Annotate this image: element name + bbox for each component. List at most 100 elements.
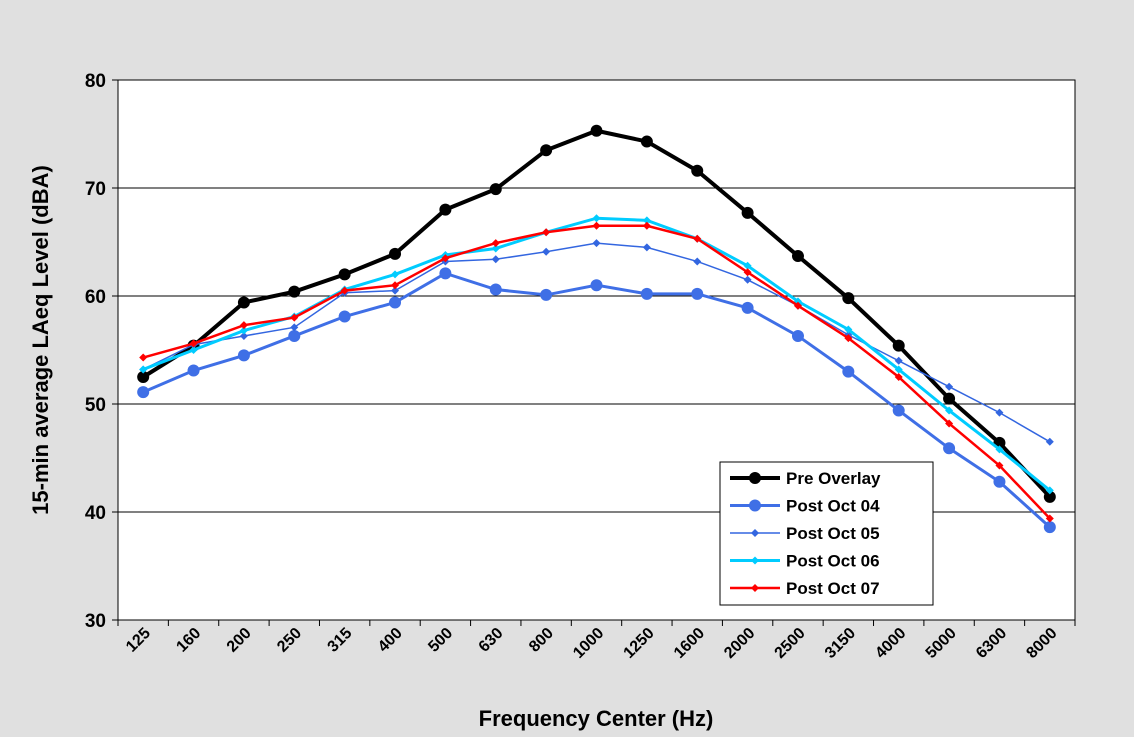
marker [894,365,903,374]
marker [189,346,198,354]
marker [844,334,853,343]
marker [338,268,351,281]
marker [389,247,402,260]
marker [391,270,400,279]
marker [491,255,500,264]
y-tick-label: 70 [85,179,106,200]
marker [640,135,653,148]
legend-label: Pre Overlay [786,469,881,488]
marker [743,275,752,284]
marker [290,323,299,332]
marker [793,301,802,310]
marker [340,286,349,295]
marker [640,287,653,300]
marker [489,283,502,296]
marker [642,216,651,225]
marker [691,287,704,300]
marker [237,296,250,309]
marker [943,442,956,455]
legend-label: Post Oct 04 [786,497,880,516]
marker [489,183,502,196]
marker [542,228,551,237]
marker [751,584,759,592]
marker [945,419,954,428]
marker [139,365,148,374]
y-tick-label: 30 [85,611,106,632]
marker [592,214,601,223]
series [139,221,1054,523]
marker [1045,514,1054,523]
marker [844,325,853,334]
marker [391,281,400,290]
marker [338,310,351,323]
marker [642,243,651,252]
marker [995,408,1004,417]
marker [491,239,500,248]
plot-border [117,79,1076,621]
marker [892,404,905,417]
legend-label: Post Oct 07 [786,579,880,598]
marker [995,461,1004,470]
marker [592,239,601,248]
marker [842,292,855,305]
marker [491,244,500,253]
marker [590,279,603,292]
marker [288,329,301,342]
marker [189,339,198,348]
marker [139,353,148,362]
legend-label: Post Oct 05 [786,524,880,543]
marker [542,247,551,256]
y-tick-label: 80 [85,71,106,92]
marker [749,472,761,484]
marker [290,313,299,322]
y-tick-label: 40 [85,503,106,524]
marker [592,221,601,230]
marker [288,285,301,298]
marker [751,529,759,537]
marker [743,268,752,277]
y-tick-label: 50 [85,395,106,416]
marker [943,392,956,405]
series [137,267,1056,534]
marker [945,382,954,391]
marker [693,257,702,266]
x-axis-title: Frequency Center (Hz) [479,706,714,731]
marker [137,371,150,383]
marker [239,321,248,330]
marker [540,288,553,301]
marker [1043,490,1056,503]
marker [239,331,248,340]
legend: Pre Overlay Post Oct 04 Post Oct 05 Post Oc… [719,461,934,606]
marker [237,349,250,362]
marker [439,203,452,216]
marker [1045,437,1054,446]
marker [137,386,150,399]
marker [741,301,754,314]
marker [894,356,903,365]
marker [1043,521,1056,534]
marker [945,406,954,415]
marker [590,124,603,137]
marker [995,445,1004,454]
marker [993,475,1006,488]
marker [743,261,752,270]
marker [239,326,248,335]
series [137,124,1056,503]
y-tick-label: 60 [85,287,106,308]
marker [751,556,759,565]
legend-label: Post Oct 06 [786,552,880,571]
marker [187,364,200,377]
marker [842,365,855,378]
marker [791,329,804,342]
marker [389,296,402,309]
marker [1045,486,1054,495]
marker [441,254,450,263]
marker [894,373,903,381]
marker [540,144,553,157]
marker [749,499,761,512]
marker [791,250,804,263]
marker [892,339,905,352]
y-axis-title: 15-min average LAeq Level (dBA) [28,165,53,515]
marker [439,267,452,280]
